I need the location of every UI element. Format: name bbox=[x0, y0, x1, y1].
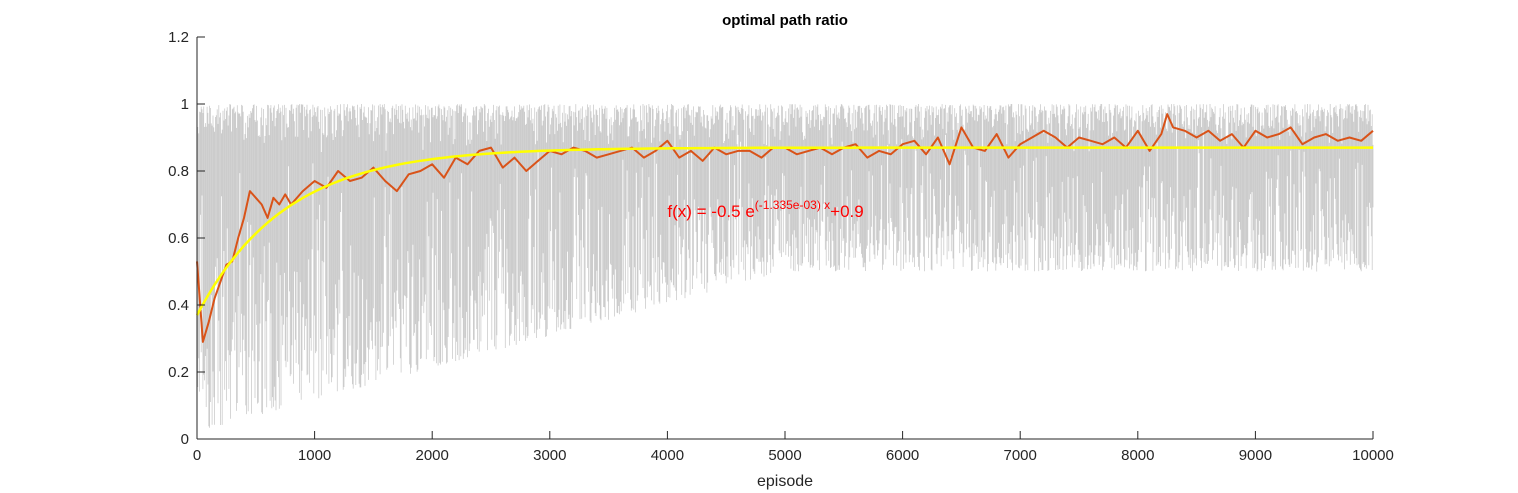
x-tick-label: 6000 bbox=[886, 447, 919, 464]
y-tick-label: 1.2 bbox=[168, 29, 189, 46]
moving-average-line bbox=[196, 113, 1374, 343]
x-tick-label: 3000 bbox=[533, 447, 566, 464]
y-tick-label: 0.2 bbox=[168, 364, 189, 381]
chart-title: optimal path ratio bbox=[722, 12, 848, 29]
x-axis-label: episode bbox=[757, 473, 813, 490]
x-tick-label: 9000 bbox=[1239, 447, 1272, 464]
x-tick-label: 2000 bbox=[416, 447, 449, 464]
y-tick-label: 0.8 bbox=[168, 163, 189, 180]
x-tick-label: 7000 bbox=[1004, 447, 1037, 464]
x-tick-label: 10000 bbox=[1352, 447, 1394, 464]
plot-area bbox=[195, 104, 1374, 428]
x-tick-label: 8000 bbox=[1121, 447, 1154, 464]
y-tick-label: 1 bbox=[181, 96, 189, 113]
y-tick-label: 0.6 bbox=[168, 230, 189, 247]
fit-equation-exponent: (-1.335e-03) x bbox=[755, 198, 830, 212]
axes: 0 1000 2000 3000 4000 5000 6000 7000 8000 9000 100… bbox=[168, 29, 1394, 464]
y-tick-label: 0 bbox=[181, 431, 189, 448]
fit-equation-suffix: +0.9 bbox=[830, 202, 864, 221]
x-tick-label: 4000 bbox=[651, 447, 684, 464]
fit-equation-prefix: f(x) = -0.5 e bbox=[667, 202, 754, 221]
x-tick-label: 5000 bbox=[768, 447, 801, 464]
exponential-fit-line bbox=[195, 146, 1373, 316]
x-tick-label: 1000 bbox=[298, 447, 331, 464]
y-tick-label: 0.4 bbox=[168, 297, 189, 314]
x-tick-label: 0 bbox=[193, 447, 201, 464]
fit-equation-annotation: f(x) = -0.5 e(-1.335e-03) x+0.9 bbox=[667, 198, 863, 221]
